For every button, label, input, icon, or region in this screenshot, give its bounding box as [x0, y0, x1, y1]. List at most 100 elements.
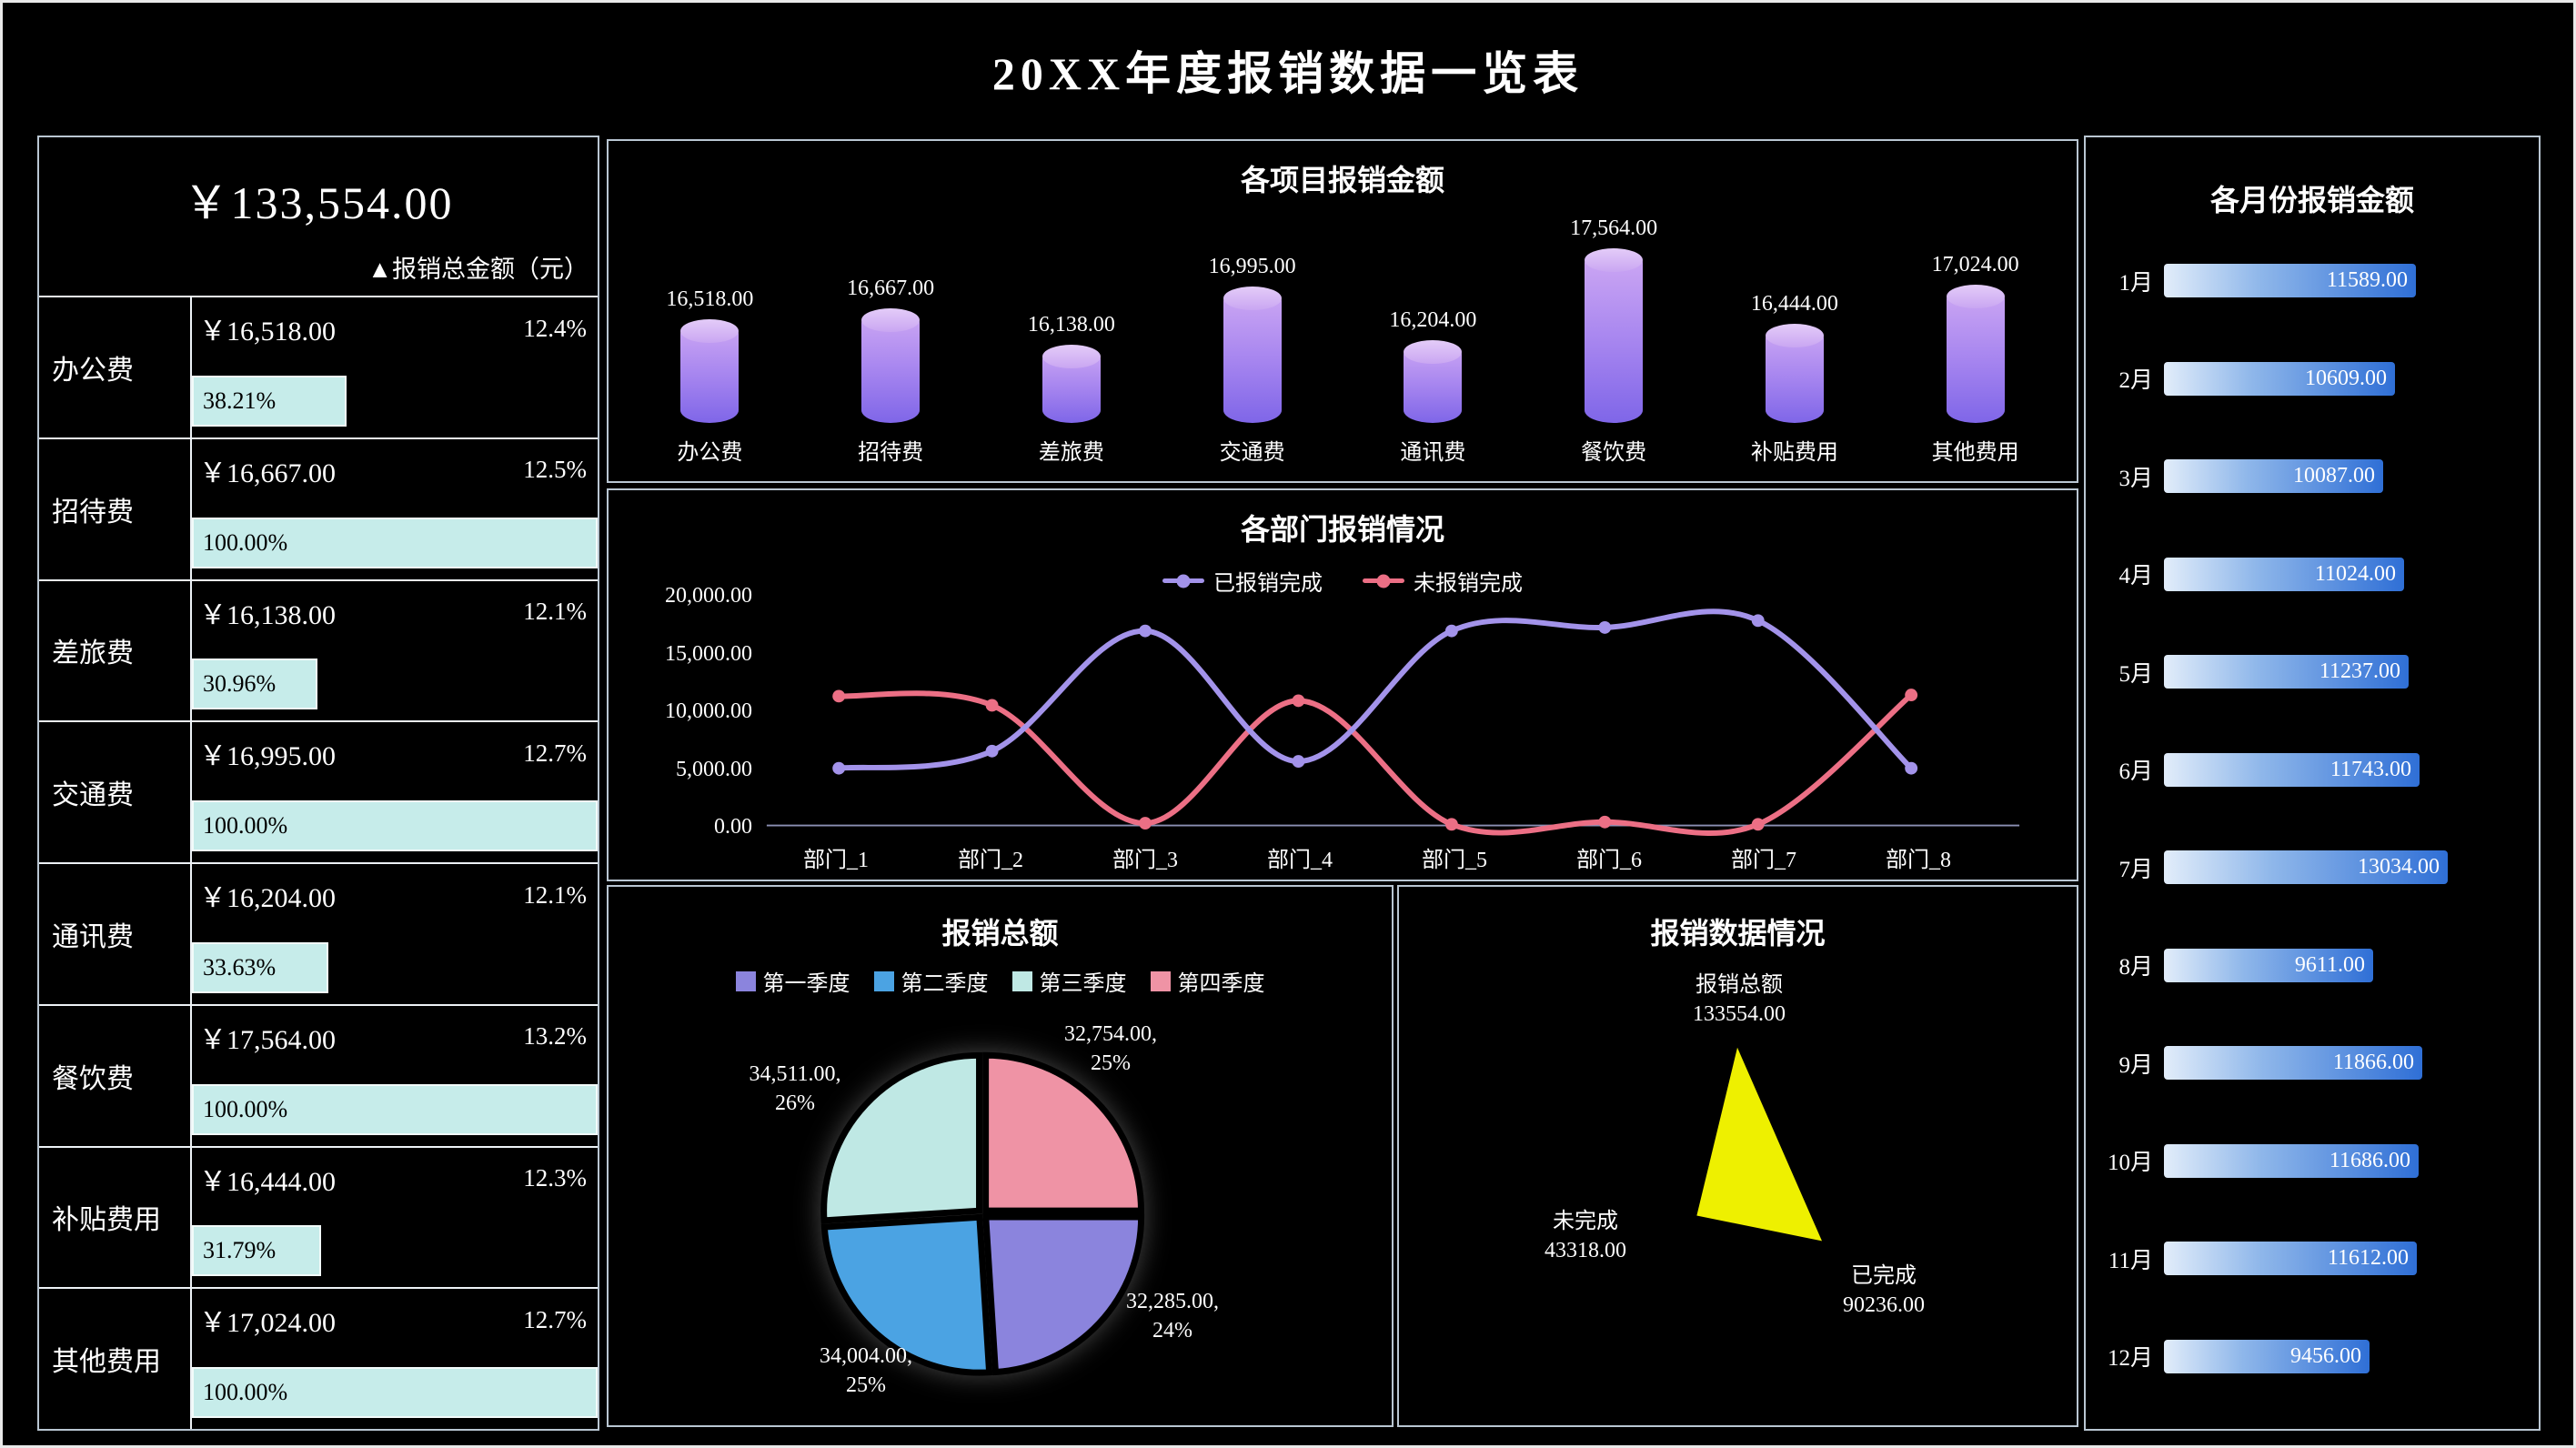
legend-item: 第二季度 [873, 965, 989, 997]
pie-chart-title: 报销总额 [941, 917, 1059, 950]
y-axis-tick-label: 0.00 [714, 815, 752, 839]
expense-share: 12.7% [523, 1305, 587, 1333]
month-label: 7月 [2118, 857, 2153, 882]
bar-category-label: 通讯费 [1400, 441, 1466, 465]
line-chart-legend: 已报销完成 未报销完成 [609, 565, 2077, 597]
month-bar: 10609.00 [2164, 361, 2395, 396]
expense-amount-line: ￥16,518.00 12.4% [192, 307, 598, 348]
x-axis-category-label: 部门_6 [1576, 849, 1642, 872]
month-row: 3月 10087.00 [2097, 427, 2531, 526]
radar-chart-plot [1696, 1047, 1822, 1242]
expense-progress-bar: 100.00% [192, 1083, 598, 1135]
expense-name: 交通费 [39, 722, 192, 862]
project-bar-chart-panel: 各项目报销金额 16,518.00 16,667.00 16,138.00 16,99… [607, 139, 2078, 483]
expense-name: 餐饮费 [39, 1005, 192, 1146]
month-row: 9月 11866.00 [2097, 1014, 2531, 1112]
y-axis-tick-label: 20,000.00 [665, 584, 752, 608]
expense-amount-line: ￥16,204.00 12.1% [192, 873, 598, 915]
legend-label: 未报销完成 [1414, 572, 1523, 596]
expense-row: 招待费 ￥16,667.00 12.5% 100.00% [39, 438, 598, 581]
legend-label: 第一季度 [762, 972, 850, 996]
bar-chart-title: 各项目报销金额 [1240, 164, 1444, 196]
legend-label: 已报销完成 [1213, 572, 1323, 596]
data-point [1139, 624, 1152, 638]
month-bar: 11743.00 [2164, 752, 2420, 787]
total-amount: ￥133,554.00 [183, 177, 454, 228]
monthly-bar-chart-panel: 各月份报销金额 1月 11589.00 2月 10609.00 3月 10087.00 4月… [2084, 136, 2541, 1431]
expense-name: 补贴费用 [39, 1147, 192, 1288]
line-chart-title: 各部门报销情况 [1240, 513, 1444, 546]
legend-label: 第三季度 [1039, 972, 1127, 996]
expense-amount-line: ￥16,667.00 12.5% [192, 448, 598, 490]
data-point [1905, 761, 1918, 775]
expense-row-detail: ￥17,564.00 13.2% 100.00% [192, 1006, 598, 1146]
bar-chart-plot: 16,518.00 16,667.00 16,138.00 16,995.00 16,2… [619, 199, 2066, 423]
cylinder-bar [1223, 287, 1282, 423]
expense-progress-track: 100.00% [192, 517, 598, 568]
bar-value-label: 16,518.00 [666, 287, 754, 311]
month-row: 7月 13034.00 [2097, 819, 2531, 917]
expense-name: 其他费用 [39, 1289, 192, 1429]
expense-table: 办公费 ￥16,518.00 12.4% 38.21% 招待费 ￥16,667.00 12.… [39, 297, 598, 1429]
cylinder-bar [1585, 248, 1644, 423]
page-title: 20XX年度报销数据一览表 [991, 48, 1585, 99]
expense-row: 餐饮费 ￥17,564.00 13.2% 100.00% [39, 1005, 598, 1148]
data-point [832, 761, 846, 775]
expense-progress-bar: 33.63% [192, 941, 328, 993]
expense-name: 办公费 [39, 297, 192, 437]
pie-slice [820, 1213, 993, 1376]
bar-category-label: 交通费 [1219, 441, 1285, 465]
expense-amount-line: ￥17,024.00 12.7% [192, 1298, 598, 1340]
month-row: 10月 11686.00 [2097, 1112, 2531, 1211]
pie-chart-plot [820, 1051, 1145, 1376]
month-bar: 11024.00 [2164, 557, 2404, 591]
bar-category-label: 餐饮费 [1581, 441, 1647, 465]
bar-column: 16,995.00 [1162, 255, 1343, 423]
month-bar: 11612.00 [2164, 1242, 2417, 1276]
legend-swatch [735, 970, 756, 991]
month-bar: 11589.00 [2164, 264, 2416, 298]
total-amount-caption: ▲报销总金额（元） [367, 256, 589, 283]
expense-amount: ￥17,564.00 [199, 1024, 336, 1055]
monthly-chart-title: 各月份报销金额 [2209, 184, 2414, 216]
bar-value-label: 16,444.00 [1750, 292, 1838, 316]
data-point [832, 689, 846, 703]
expense-row-detail: ￥16,204.00 12.1% 33.63% [192, 864, 598, 1004]
y-axis-tick-label: 5,000.00 [676, 757, 752, 781]
radar-chart-title: 报销数据情况 [1650, 917, 1826, 950]
expense-name: 招待费 [39, 438, 192, 579]
pie-slice [982, 1051, 1144, 1214]
expense-share: 13.2% [523, 1022, 587, 1051]
legend-marker [1363, 578, 1404, 583]
expense-row: 差旅费 ￥16,138.00 12.1% 30.96% [39, 580, 598, 723]
legend-label: 第二季度 [901, 972, 989, 996]
expense-share: 12.7% [523, 739, 587, 767]
bar-value-label: 16,667.00 [847, 277, 935, 300]
bar-value-label: 16,138.00 [1027, 313, 1115, 337]
month-row: 4月 11024.00 [2097, 526, 2531, 624]
cylinder-bar [1041, 345, 1101, 423]
expense-progress-bar: 30.96% [192, 659, 318, 710]
bar-category-label: 招待费 [858, 441, 924, 465]
expense-share: 12.1% [523, 598, 587, 625]
legend-label: 第四季度 [1177, 972, 1265, 996]
x-axis-category-label: 部门_8 [1886, 849, 1951, 872]
month-label: 4月 [2118, 564, 2153, 589]
bar-column: 17,564.00 [1524, 216, 1705, 423]
month-bar: 13034.00 [2164, 850, 2448, 885]
bar-value-label: 17,564.00 [1570, 216, 1658, 240]
data-point [1598, 620, 1612, 634]
expense-progress-bar: 31.79% [192, 1225, 321, 1277]
expense-row: 交通费 ￥16,995.00 12.7% 100.00% [39, 722, 598, 864]
legend-swatch [1011, 970, 1032, 991]
expense-amount: ￥16,518.00 [199, 317, 336, 347]
expense-name: 通讯费 [39, 864, 192, 1004]
pie-chart-legend: 第一季度 第二季度 第三季度 第四季度 [609, 965, 1392, 997]
legend-swatch [1150, 970, 1171, 991]
cylinder-bar [861, 308, 921, 423]
bar-category-label: 办公费 [677, 441, 743, 465]
summary-header: ￥133,554.00 ▲报销总金额（元） [39, 137, 598, 297]
expense-row-detail: ￥16,518.00 12.4% 38.21% [192, 297, 598, 437]
bar-column: 16,518.00 [619, 287, 800, 423]
month-bar: 11237.00 [2164, 655, 2409, 689]
